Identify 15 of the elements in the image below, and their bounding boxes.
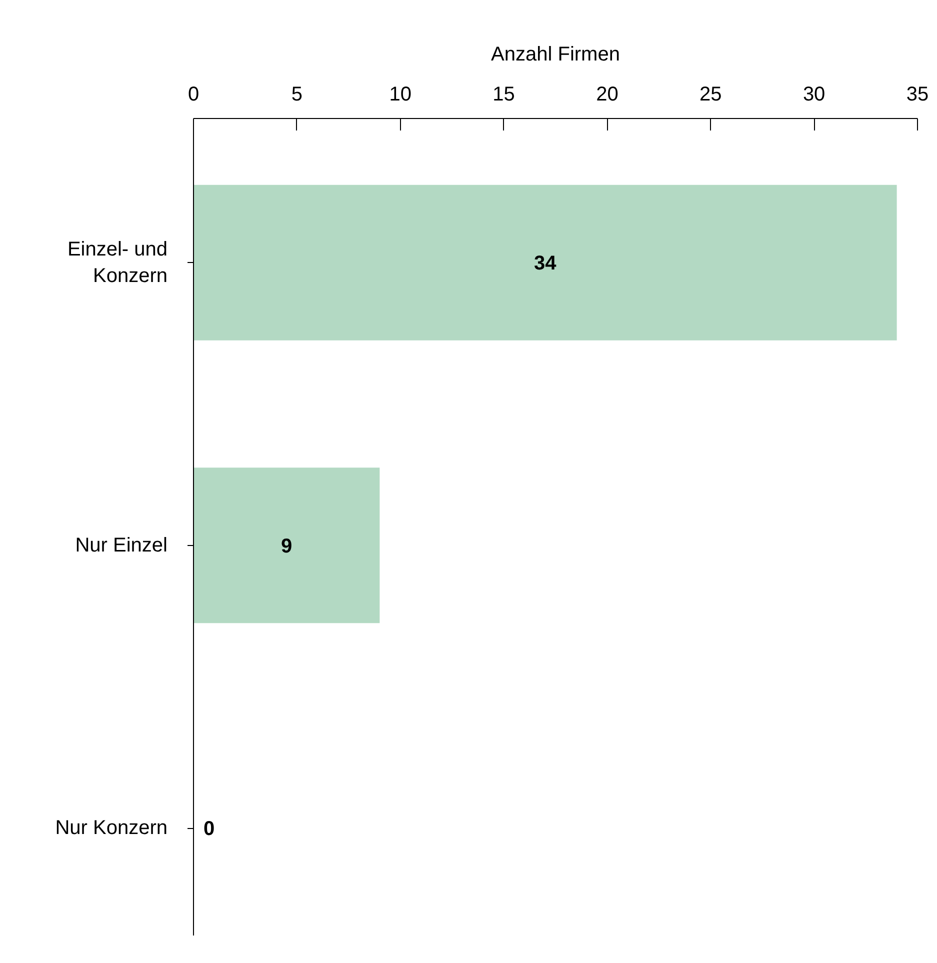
x-tick-label: 35 bbox=[906, 84, 929, 106]
x-tick-label: 5 bbox=[291, 84, 302, 106]
data-label: 0 bbox=[204, 818, 215, 840]
x-tick-label: 15 bbox=[492, 84, 515, 106]
data-label: 34 bbox=[534, 252, 558, 275]
x-tick-label: 20 bbox=[596, 84, 618, 106]
y-tick-label: Nur Einzel bbox=[75, 534, 168, 556]
x-tick-label: 25 bbox=[700, 84, 722, 106]
data-label: 9 bbox=[281, 535, 292, 558]
y-tick-label: Nur Konzern bbox=[55, 817, 168, 840]
x-axis-title: Anzahl Firmen bbox=[491, 44, 620, 66]
x-tick-label: 0 bbox=[188, 84, 200, 106]
x-tick-label: 10 bbox=[389, 84, 412, 106]
x-tick-label: 30 bbox=[802, 84, 826, 106]
y-tick-label: Einzel- und Konzern bbox=[67, 238, 168, 287]
